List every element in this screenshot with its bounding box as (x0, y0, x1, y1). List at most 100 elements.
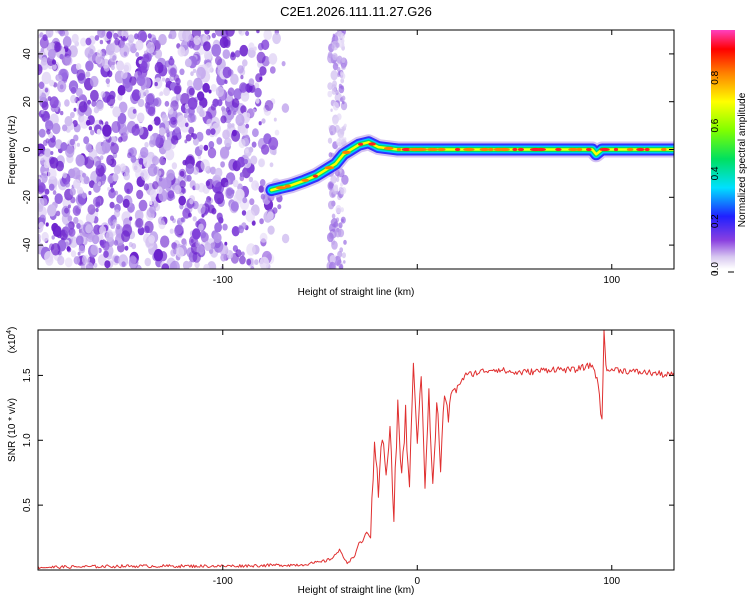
noise-blob (192, 137, 199, 146)
noise-blob (112, 173, 119, 182)
noise-blob (104, 260, 111, 269)
noise-blob (328, 200, 335, 210)
snr-frame (37, 329, 675, 571)
noise-blob (50, 151, 54, 155)
ridge-hotspot (284, 184, 291, 188)
noise-blob (68, 227, 76, 237)
noise-blob (342, 100, 345, 105)
noise-blob (186, 174, 192, 182)
ridge-hotspot (586, 147, 592, 152)
ridge-hotspot (454, 147, 461, 152)
noise-blob (109, 52, 117, 63)
noise-blob (169, 67, 177, 78)
noise-blob (75, 87, 83, 97)
noise-blob (38, 128, 46, 138)
colorbar-gradient (711, 30, 735, 269)
noise-blob (73, 216, 79, 224)
noise-blob (154, 61, 164, 74)
noise-blob (144, 141, 149, 148)
snr-line (38, 330, 674, 570)
noise-blob (215, 86, 224, 98)
noise-blob (59, 30, 65, 37)
noise-blob (157, 216, 165, 225)
noise-blob (69, 187, 76, 196)
noise-blob (44, 251, 54, 263)
noise-blob (233, 110, 237, 116)
noise-blob (281, 233, 290, 244)
noise-blob (90, 129, 95, 136)
noise-blob (122, 127, 129, 136)
noise-blob (103, 63, 110, 72)
noise-blob (167, 190, 175, 199)
noise-blob (149, 135, 154, 141)
y-tick-label: 1.5 (22, 368, 33, 382)
noise-blob (147, 163, 158, 177)
noise-blob (135, 210, 142, 219)
noise-blob (259, 232, 268, 243)
noise-blob (340, 188, 345, 195)
snr-y-multiplier: (x104) (6, 327, 18, 354)
noise-blob (38, 221, 45, 229)
noise-blob (77, 251, 81, 256)
noise-blob (210, 166, 216, 175)
noise-blob (90, 89, 99, 102)
noise-blob (41, 111, 50, 122)
noise-blob (211, 207, 217, 215)
noise-blob (52, 225, 62, 237)
ridge-hotspot (437, 147, 446, 152)
noise-blob (38, 64, 43, 76)
noise-blob (327, 82, 333, 90)
noise-blob (116, 194, 124, 204)
noise-blob (111, 121, 121, 133)
noise-blob (140, 147, 149, 158)
noise-blob (129, 216, 133, 221)
noise-blob (135, 218, 144, 228)
noise-blob (114, 38, 120, 46)
ridge-hotspot (555, 147, 562, 152)
noise-blob (259, 218, 264, 225)
noise-blob (114, 209, 120, 218)
noise-blob (340, 182, 344, 187)
noise-blob (221, 106, 226, 112)
noise-blob (171, 162, 178, 170)
noise-blob (143, 183, 150, 191)
noise-blob (343, 239, 347, 245)
noise-blob (341, 63, 346, 69)
noise-blob (82, 192, 87, 199)
noise-blob (41, 101, 49, 111)
noise-blob (194, 183, 200, 191)
noise-blob (184, 103, 189, 110)
noise-blob (241, 251, 245, 257)
noise-blob (186, 79, 193, 88)
noise-blob (183, 112, 188, 119)
noise-blob (105, 78, 111, 84)
noise-blob (88, 190, 92, 196)
noise-blob (163, 87, 171, 96)
y-tick-label: 40 (22, 48, 33, 60)
noise-blob (116, 223, 121, 230)
noise-blob (233, 88, 243, 100)
noise-blob (161, 263, 170, 269)
noise-blob (91, 234, 100, 245)
noise-blob (336, 66, 341, 72)
noise-blob (158, 176, 163, 182)
noise-blob (192, 252, 201, 263)
noise-blob (240, 75, 244, 80)
noise-blob (179, 170, 185, 177)
noise-blob (108, 188, 116, 199)
noise-blob (56, 80, 67, 93)
noise-blob (219, 36, 229, 49)
ridge-hotspot (415, 147, 428, 152)
noise-blob (40, 57, 48, 66)
noise-blob (335, 177, 340, 183)
noise-blob (49, 79, 55, 87)
noise-blob (167, 107, 174, 115)
noise-blob (99, 239, 105, 246)
noise-blob (256, 51, 266, 64)
noise-blob (330, 175, 337, 184)
noise-blob (240, 126, 248, 136)
noise-blob (246, 258, 252, 266)
noise-blob (252, 108, 256, 113)
noise-blob (338, 83, 342, 89)
noise-blob (138, 158, 144, 165)
